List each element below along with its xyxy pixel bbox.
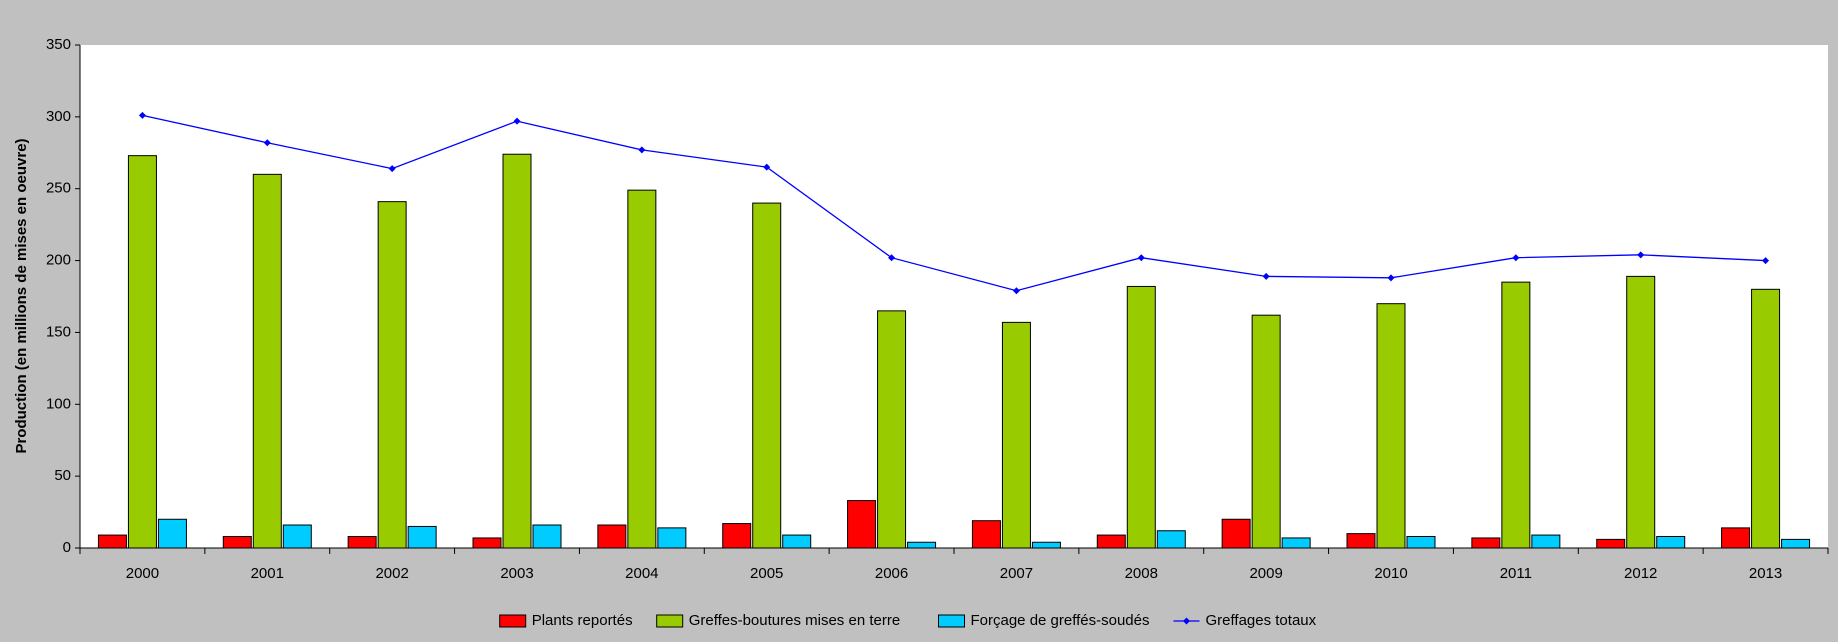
bar — [597, 524, 627, 549]
bar — [971, 520, 1001, 549]
bar — [282, 524, 312, 549]
bar — [1656, 536, 1686, 549]
y-tick-label: 300 — [46, 108, 71, 125]
bar — [502, 153, 532, 549]
y-axis-title: Production (en millions de mises en oeuv… — [13, 138, 30, 453]
bar — [1251, 314, 1281, 549]
bar — [127, 155, 157, 549]
bar — [472, 537, 502, 549]
bar — [347, 536, 377, 549]
x-tick-label: 2010 — [1374, 565, 1407, 582]
bar — [1221, 518, 1251, 549]
bar — [907, 541, 937, 549]
legend-key-marker — [1183, 617, 1190, 625]
legend-key — [499, 614, 527, 628]
bar — [377, 201, 407, 549]
x-tick-label: 2003 — [500, 565, 533, 582]
legend-label: Greffages totaux — [1206, 612, 1317, 629]
x-tick-label: 2013 — [1749, 565, 1782, 582]
bar — [627, 189, 657, 549]
bar — [1501, 281, 1531, 549]
y-tick-label: 150 — [46, 323, 71, 340]
bar — [1096, 534, 1126, 549]
bar — [252, 173, 282, 549]
bar — [1126, 285, 1156, 549]
line-marker — [513, 117, 521, 125]
bar — [1721, 527, 1751, 549]
bar — [657, 527, 687, 549]
y-tick-label: 50 — [54, 467, 71, 484]
bar — [1281, 537, 1311, 549]
bar — [877, 310, 907, 549]
line-marker — [1012, 287, 1020, 295]
line-marker — [638, 146, 646, 154]
y-tick-label: 100 — [46, 395, 71, 412]
x-tick-label: 2007 — [1000, 565, 1033, 582]
y-tick-label: 350 — [46, 36, 71, 53]
bar — [1781, 538, 1811, 549]
x-tick-label: 2012 — [1624, 565, 1657, 582]
y-tick-label: 250 — [46, 180, 71, 197]
y-tick-label: 200 — [46, 252, 71, 269]
line-marker — [388, 165, 396, 173]
line-marker — [763, 163, 771, 171]
bar — [1406, 536, 1436, 549]
plot-area — [80, 45, 1828, 548]
bar — [722, 523, 752, 549]
line — [142, 114, 1766, 292]
bar — [847, 500, 877, 549]
x-tick-label: 2001 — [251, 565, 284, 582]
legend-label: Greffes-boutures mises en terre — [689, 612, 900, 629]
x-tick-label: 2009 — [1249, 565, 1282, 582]
line-marker — [1137, 254, 1145, 262]
x-tick-label: 2006 — [875, 565, 908, 582]
bar — [1376, 303, 1406, 549]
x-tick-label: 2011 — [1500, 565, 1532, 582]
bar — [1031, 541, 1061, 549]
bar — [1156, 530, 1186, 549]
line-marker — [888, 254, 896, 262]
legend-label: Forçage de greffés-soudés — [971, 612, 1150, 629]
x-tick-label: 2000 — [126, 565, 159, 582]
legend-key — [656, 614, 684, 628]
bar — [222, 536, 252, 549]
bar — [1626, 275, 1656, 549]
line-marker — [263, 139, 271, 147]
bar — [157, 518, 187, 549]
x-tick-label: 2002 — [375, 565, 408, 582]
bar — [97, 534, 127, 549]
line-marker — [1512, 254, 1520, 262]
bar — [1751, 288, 1781, 549]
line-marker — [1762, 257, 1770, 265]
bar — [1471, 537, 1501, 549]
line-marker — [1387, 274, 1395, 282]
bar — [782, 534, 812, 549]
x-tick-label: 2008 — [1125, 565, 1158, 582]
x-tick-label: 2004 — [625, 565, 658, 582]
y-tick-label: 0 — [63, 539, 71, 556]
line-marker — [1637, 251, 1645, 259]
line-marker — [1262, 272, 1270, 280]
legend-label: Plants reportés — [532, 612, 633, 629]
bar — [1001, 321, 1031, 549]
bar — [1346, 533, 1376, 549]
bar — [407, 525, 437, 549]
bar — [1596, 538, 1626, 549]
bar — [1531, 534, 1561, 549]
bar — [532, 524, 562, 549]
x-tick-label: 2005 — [750, 565, 783, 582]
bar — [752, 202, 782, 549]
line-marker — [138, 111, 146, 119]
legend-key — [938, 614, 965, 628]
